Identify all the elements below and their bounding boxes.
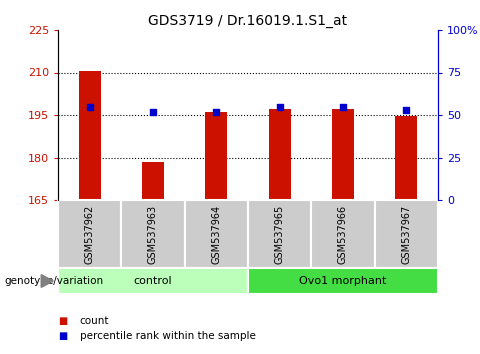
Bar (58, 200, 121, 268)
Bar (58, 268, 248, 294)
Text: GSM537965: GSM537965 (275, 204, 285, 264)
Text: GSM537962: GSM537962 (84, 204, 95, 264)
Title: GDS3719 / Dr.16019.1.S1_at: GDS3719 / Dr.16019.1.S1_at (148, 13, 348, 28)
Text: GSM537967: GSM537967 (401, 204, 411, 264)
Polygon shape (41, 275, 53, 287)
Text: Ovo1 morphant: Ovo1 morphant (300, 276, 387, 286)
Text: control: control (134, 276, 172, 286)
Bar (248, 200, 312, 268)
Text: GSM537963: GSM537963 (148, 205, 158, 264)
Bar (312, 200, 375, 268)
Point (403, 107, 410, 113)
Bar (332, 109, 354, 200)
Text: genotype/variation: genotype/variation (5, 276, 104, 286)
Text: percentile rank within the sample: percentile rank within the sample (80, 331, 255, 342)
Point (86, 104, 94, 109)
Bar (395, 116, 418, 200)
Bar (185, 200, 248, 268)
Bar (205, 112, 228, 200)
Point (213, 109, 220, 114)
Bar (269, 109, 291, 200)
Text: GSM537966: GSM537966 (338, 205, 348, 264)
Bar (248, 268, 438, 294)
Text: GSM537964: GSM537964 (211, 205, 221, 264)
Point (149, 109, 157, 114)
Bar (375, 200, 438, 268)
Text: ■: ■ (58, 331, 67, 342)
Text: ■: ■ (58, 315, 67, 326)
Bar (79, 71, 101, 200)
Bar (142, 162, 164, 200)
Text: count: count (80, 315, 109, 326)
Bar (121, 200, 185, 268)
Point (276, 104, 284, 109)
Point (339, 104, 347, 109)
